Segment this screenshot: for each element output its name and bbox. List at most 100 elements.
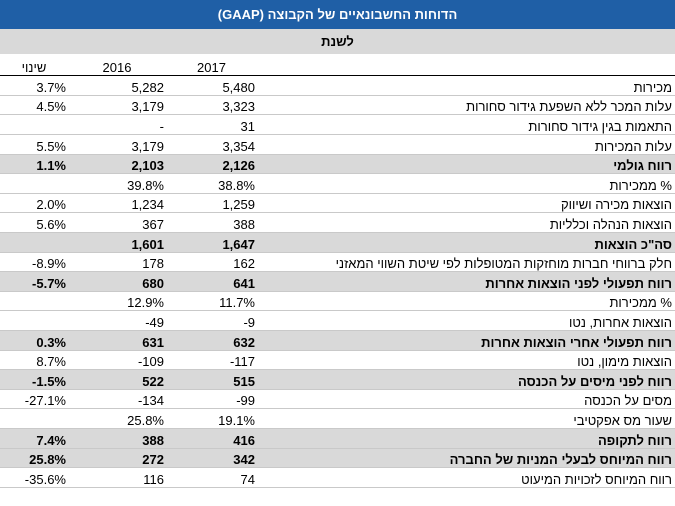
cell-2017: 1,647 (166, 232, 257, 253)
cell-label: % ממכירות (257, 291, 675, 312)
table-row: -35.6% 116 74 רווח המיוחס לזכויות המיעוט (0, 467, 675, 488)
cell-2017: 38.8% (166, 173, 257, 194)
table-row: 7.4% 388 416 רווח לתקופה (0, 428, 675, 449)
cell-2017: 641 (166, 271, 257, 292)
table-row: -49 -9 הוצאות אחרות, נטו (0, 310, 675, 332)
table-row: 8.7% -109 -117 הוצאות מימון, נטו (0, 350, 675, 371)
cell-change: -27.1% (0, 389, 68, 410)
table-row: 5.6% 367 388 הוצאות הנהלה וכלליות (0, 212, 675, 233)
cell-change: -5.7% (0, 271, 68, 292)
cell-2016: 680 (68, 271, 166, 292)
cell-change: -35.6% (0, 467, 68, 488)
cell-change: 2.0% (0, 193, 68, 214)
report-title: הדוחות החשבונאיים של הקבוצה (GAAP) (0, 0, 675, 29)
column-header-change: שינוי (0, 56, 68, 77)
cell-change (0, 232, 68, 253)
cell-2016: 522 (68, 369, 166, 390)
cell-2016: 25.8% (68, 408, 166, 430)
cell-label: מסים על הכנסה (257, 389, 675, 410)
column-header-label (257, 56, 675, 77)
cell-2017: -9 (166, 310, 257, 332)
cell-label: הוצאות מכירה ושיווק (257, 193, 675, 214)
table-row: -27.1% -134 -99 מסים על הכנסה (0, 389, 675, 410)
cell-change: 25.8% (0, 448, 68, 469)
cell-2016: 178 (68, 252, 166, 273)
cell-change: 7.4% (0, 428, 68, 449)
cell-label: עלות המכר ללא השפעת גידור סחורות (257, 95, 675, 116)
cell-label: שעור מס אפקטיבי (257, 408, 675, 430)
cell-2016: -49 (68, 310, 166, 332)
cell-change (0, 114, 68, 135)
cell-2016: 39.8% (68, 173, 166, 194)
cell-2016: 5,282 (68, 75, 166, 96)
cell-label: רווח המיוחס לבעלי המניות של החברה (257, 448, 675, 469)
cell-change: -8.9% (0, 252, 68, 273)
cell-2017: 3,354 (166, 134, 257, 155)
cell-label: רווח גולמי (257, 154, 675, 175)
table-row: 12.9% 11.7%% ממכירות (0, 291, 675, 312)
cell-2017: 388 (166, 212, 257, 233)
table-row: -31 התאמות בגין גידור סחורות (0, 114, 675, 135)
table-row: 39.8% 38.8%% ממכירות (0, 173, 675, 194)
cell-change (0, 173, 68, 194)
cell-2016: 272 (68, 448, 166, 469)
cell-2016: -109 (68, 350, 166, 371)
cell-label: הוצאות אחרות, נטו (257, 310, 675, 332)
cell-2017: 19.1% (166, 408, 257, 430)
table-row: -1.5% 522 515 רווח לפני מיסים על הכנסה (0, 369, 675, 390)
cell-change (0, 408, 68, 430)
period-header: לשנת (0, 29, 675, 54)
table-row: -5.7% 680 641 רווח תפעולי לפני הוצאות אחרות (0, 271, 675, 292)
table-row: 25.8% 19.1% שעור מס אפקטיבי (0, 408, 675, 430)
cell-2016: - (68, 114, 166, 135)
cell-label: רווח לתקופה (257, 428, 675, 449)
cell-label: הוצאות הנהלה וכלליות (257, 212, 675, 233)
cell-2017: 31 (166, 114, 257, 135)
cell-2016: 388 (68, 428, 166, 449)
cell-change: 8.7% (0, 350, 68, 371)
cell-label: מכירות (257, 75, 675, 96)
cell-2017: 416 (166, 428, 257, 449)
cell-2017: -99 (166, 389, 257, 410)
cell-change: 5.5% (0, 134, 68, 155)
table-row: 0.3% 631 632 רווח תפעולי אחרי הוצאות אחרות (0, 330, 675, 351)
cell-label: רווח לפני מיסים על הכנסה (257, 369, 675, 390)
cell-change (0, 291, 68, 312)
cell-2017: 11.7% (166, 291, 257, 312)
cell-2017: 515 (166, 369, 257, 390)
cell-2016: 3,179 (68, 95, 166, 116)
cell-2017: 3,323 (166, 95, 257, 116)
table-row: 2.0% 1,234 1,259 הוצאות מכירה ושיווק (0, 193, 675, 214)
table-row: 4.5% 3,179 3,323 עלות המכר ללא השפעת גידור … (0, 95, 675, 116)
cell-2016: 12.9% (68, 291, 166, 312)
cell-2017: 1,259 (166, 193, 257, 214)
table-row: 25.8% 272 342 רווח המיוחס לבעלי המניות של ה… (0, 448, 675, 469)
column-header-row: שינוי 2016 2017 (0, 56, 675, 77)
cell-change: 1.1% (0, 154, 68, 175)
cell-label: סה"כ הוצאות (257, 232, 675, 253)
cell-2016: 3,179 (68, 134, 166, 155)
table-row: 1,601 1,647 סה"כ הוצאות (0, 232, 675, 253)
column-header-2016: 2016 (68, 56, 166, 77)
financial-table: שינוי 2016 2017 3.7% 5,282 5,480 מכירות 4.5%… (0, 56, 675, 488)
cell-label: % ממכירות (257, 173, 675, 194)
cell-label: התאמות בגין גידור סחורות (257, 114, 675, 135)
cell-label: רווח תפעולי אחרי הוצאות אחרות (257, 330, 675, 351)
cell-2016: 631 (68, 330, 166, 351)
table-row: 5.5% 3,179 3,354 עלות המכירות (0, 134, 675, 155)
cell-label: רווח המיוחס לזכויות המיעוט (257, 467, 675, 488)
cell-2017: 162 (166, 252, 257, 273)
column-header-2017: 2017 (166, 56, 257, 77)
cell-2016: 367 (68, 212, 166, 233)
cell-change: 4.5% (0, 95, 68, 116)
cell-label: חלק ברווחי חברות מוחזקות המטופלות לפי שי… (257, 252, 675, 273)
cell-label: הוצאות מימון, נטו (257, 350, 675, 371)
cell-2017: 2,126 (166, 154, 257, 175)
cell-2017: 74 (166, 467, 257, 488)
cell-2017: -117 (166, 350, 257, 371)
cell-2017: 342 (166, 448, 257, 469)
table-row: 3.7% 5,282 5,480 מכירות (0, 75, 675, 96)
cell-change: -1.5% (0, 369, 68, 390)
cell-2016: 1,234 (68, 193, 166, 214)
